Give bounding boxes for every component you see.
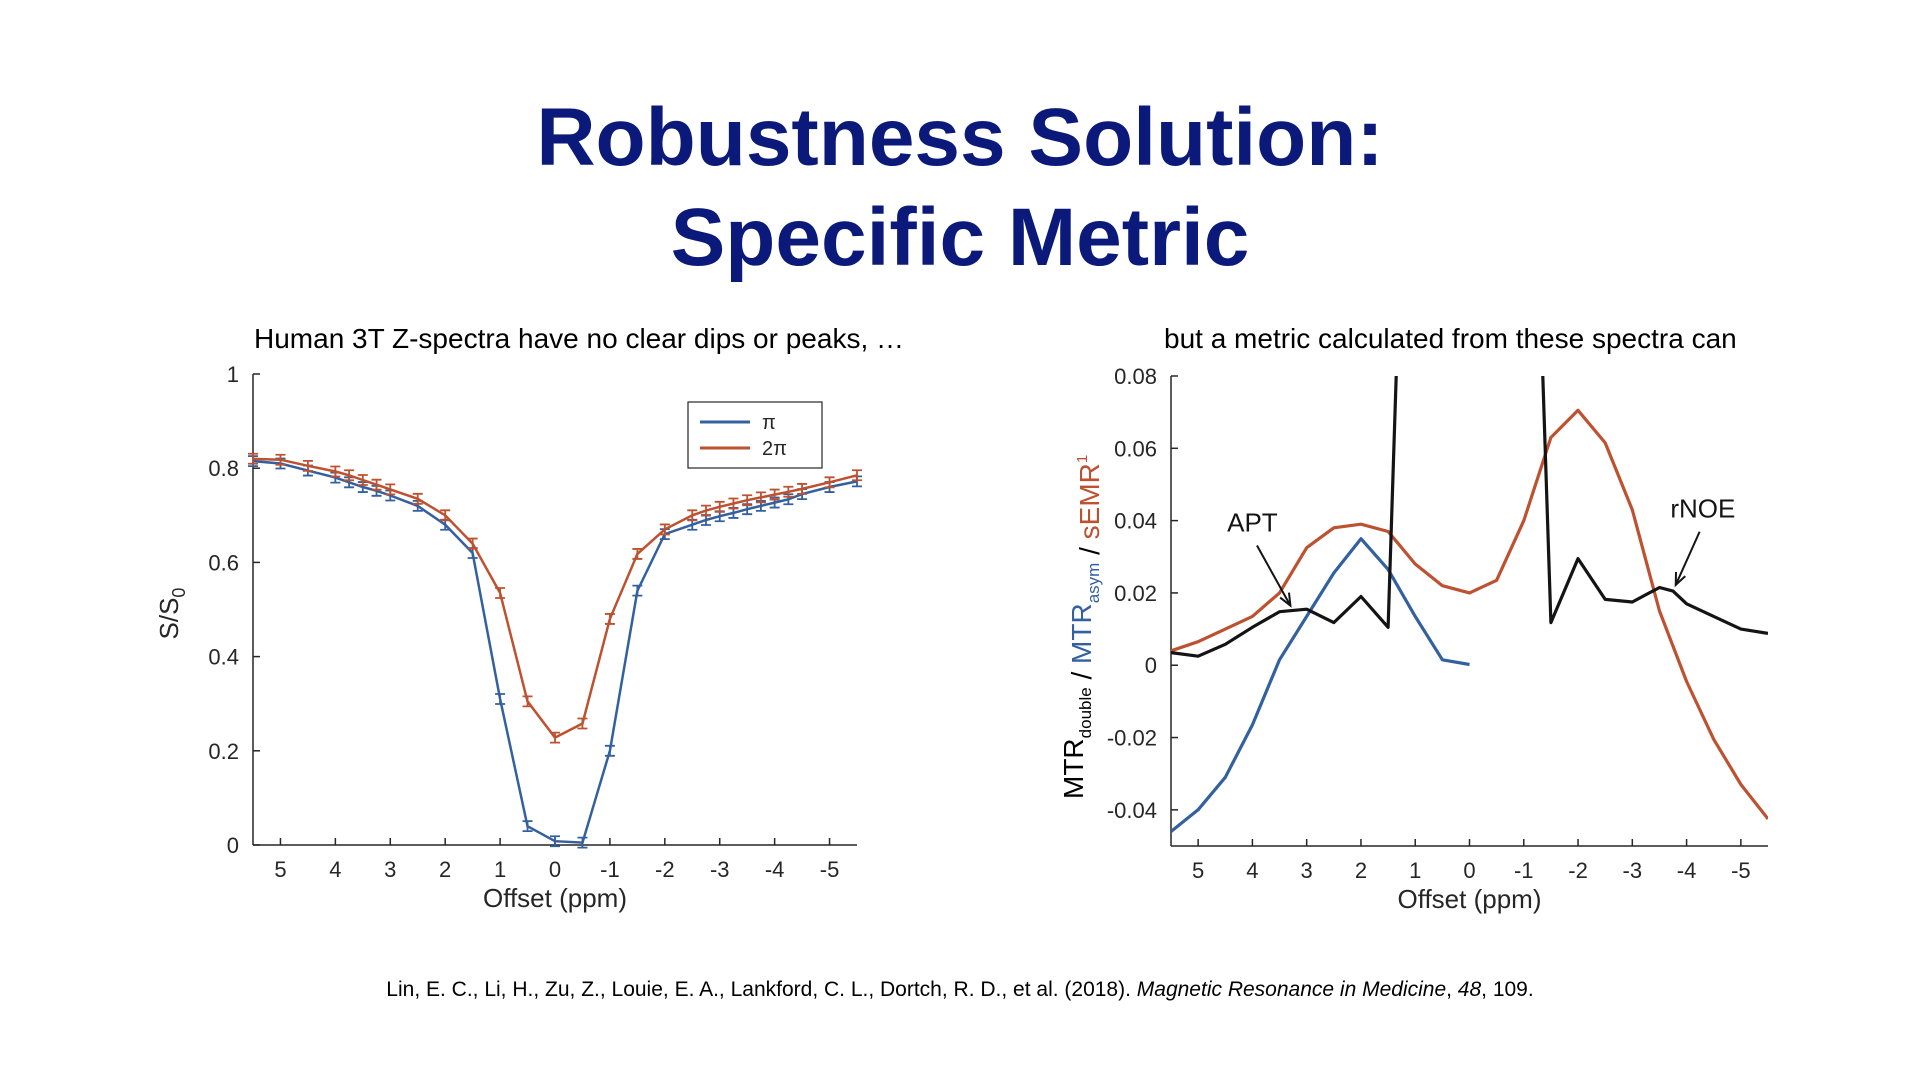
- zspec-x-axis-label: Offset (ppm): [483, 883, 627, 913]
- zspec-series-1-point: [357, 474, 368, 486]
- zspec-series-0-point: [577, 836, 588, 849]
- zspec-y-tick-label: 1: [227, 362, 239, 387]
- zspec-x-tick-label: -5: [820, 857, 840, 882]
- zspec-y-tick-label: 0.2: [208, 739, 239, 764]
- slide-title: Robustness Solution: Specific Metric: [0, 88, 1920, 288]
- zspec-series-1-point: [248, 452, 258, 465]
- zspec-y-axis-label-main: S/S: [154, 598, 184, 640]
- zspec-legend: [687, 401, 823, 469]
- zspec-series-1-point: [371, 478, 382, 491]
- zspec-series-1-point: [344, 469, 355, 482]
- zspec-series-0-point: [632, 584, 643, 597]
- zspec-x-tick-label: -2: [655, 857, 675, 882]
- citation-journal: Magnetic Resonance in Medicine: [1136, 978, 1447, 1001]
- zspec-series-1-point: [550, 731, 560, 744]
- zspec-series-1-point: [852, 469, 862, 482]
- zspec-series-1-point: [632, 548, 643, 560]
- slide-title-line-1: Robustness Solution:: [536, 92, 1384, 183]
- zspec-series-0-point: [550, 835, 560, 848]
- zspec-y-axis-label: S/S0: [154, 588, 189, 640]
- zspec-y-tick-label: 0.4: [208, 645, 239, 670]
- zspec-series-1-line: [252, 457, 858, 740]
- zspec-legend-label-0: π: [762, 412, 776, 434]
- zspec-series-1-point: [701, 504, 711, 517]
- zspec-legend-label-1: 2π: [762, 438, 787, 460]
- zspec-series-0-point: [495, 693, 506, 705]
- zspec-series-1-point: [302, 459, 313, 472]
- zspec-x-tick-label: 0: [549, 857, 561, 882]
- zspec-series-1-point: [783, 485, 794, 498]
- zspec-x-tick-label: 2: [439, 857, 451, 882]
- slide-title-line-2: Specific Metric: [670, 192, 1250, 283]
- citation-pages: , 109.: [1481, 978, 1534, 1001]
- zspec-series-1-point: [824, 476, 835, 489]
- zspec-series-1-point: [412, 492, 423, 505]
- zspec-series-1-point: [742, 494, 753, 507]
- zspec-series-1-point: [467, 537, 478, 550]
- citation-volume: 48: [1457, 978, 1482, 1001]
- zspec-series-1-point: [522, 695, 533, 708]
- zspec-y-tick-label: 0.8: [208, 456, 239, 481]
- zspec-x-tick-label: -1: [600, 857, 620, 882]
- citation: Lin, E. C., Li, H., Zu, Z., Louie, E. A.…: [0, 976, 1920, 1004]
- zspec-x-tick-label: 5: [274, 857, 286, 882]
- right-chart-caption: but a metric calculated from these spect…: [1164, 323, 1737, 354]
- zspec-x-tick-label: 4: [329, 857, 341, 882]
- zspec-x-tick-label: 3: [384, 857, 396, 882]
- zspec-y-tick-label: 0: [227, 833, 239, 858]
- zspec-x-tick-label: -4: [765, 857, 785, 882]
- zspec-series-1-point: [687, 509, 698, 522]
- zspec-series-1-point: [755, 491, 766, 504]
- zspec-series-1-point: [797, 483, 808, 495]
- zspec-series-1-point: [385, 483, 396, 496]
- zspec-x-tick-label: -3: [710, 857, 730, 882]
- zspec-y-axis-label-sub: 0: [169, 588, 189, 598]
- zspec-x-tick-label: 1: [494, 857, 506, 882]
- zspec-series-1-point: [440, 509, 451, 522]
- zspec-series-0-point: [604, 744, 615, 757]
- zspec-series-0-line: [252, 459, 858, 844]
- zspec-series-1-point: [604, 613, 615, 625]
- zspec-series-0-point: [522, 820, 533, 833]
- zspec-series-1-point: [769, 488, 780, 501]
- zspec-y-tick-label: 0.6: [208, 550, 239, 575]
- zspec-series-1-point: [495, 587, 506, 599]
- citation-authors: Lin, E. C., Li, H., Zu, Z., Louie, E. A.…: [386, 978, 1137, 1001]
- zspec-series-1-point: [577, 717, 588, 730]
- zspec-series-1-point: [659, 523, 670, 536]
- left-chart-caption: Human 3T Z-spectra have no clear dips or…: [254, 323, 905, 354]
- zspec-series-1-point: [728, 497, 739, 510]
- citation-sep: ,: [1446, 978, 1458, 1001]
- zspec-series-1-point: [714, 500, 725, 513]
- zspec-series-1-point: [275, 453, 286, 466]
- zspec-series-1-point: [330, 465, 341, 478]
